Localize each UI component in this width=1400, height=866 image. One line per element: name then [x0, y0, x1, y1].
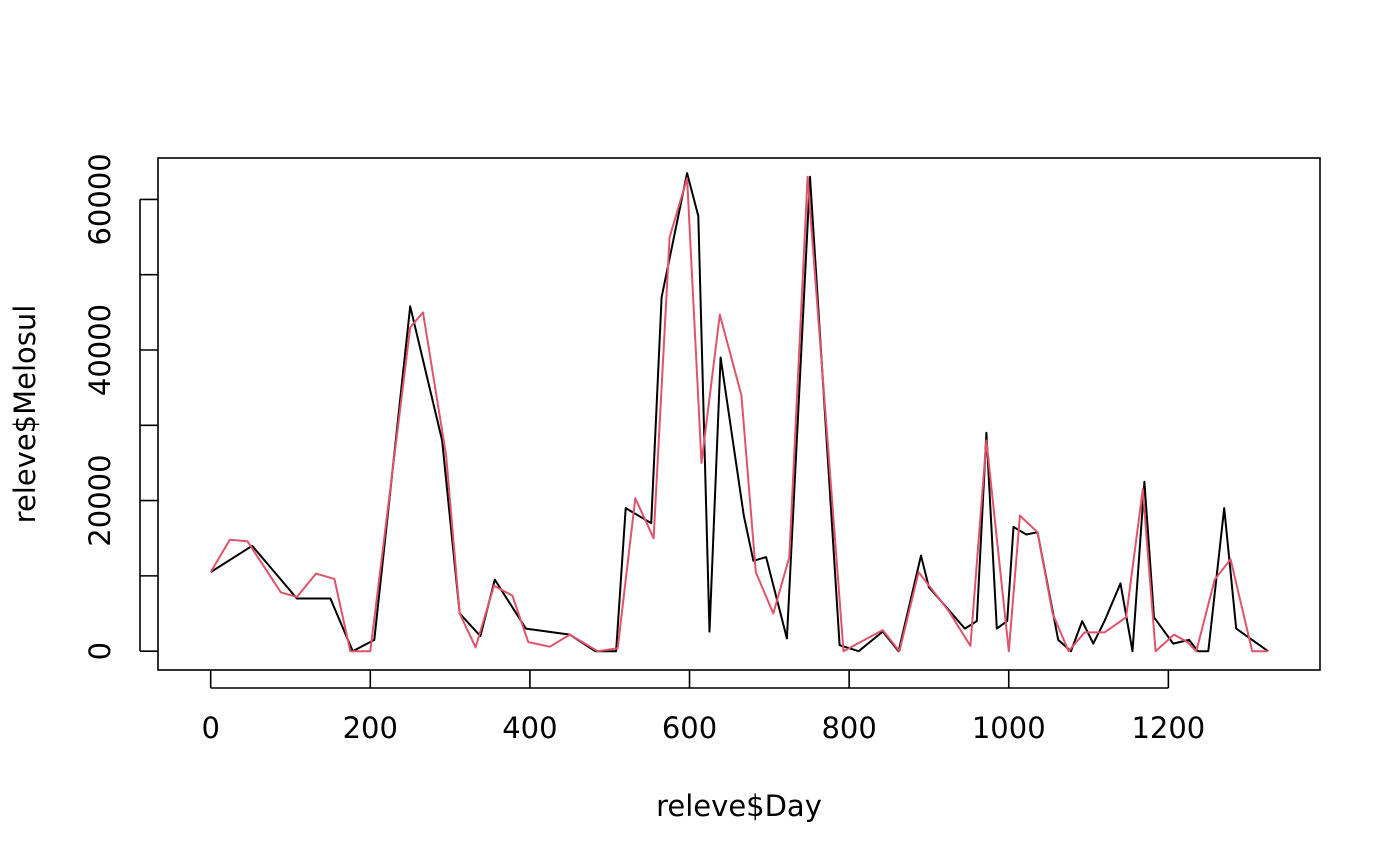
y-tick-label: 0 — [83, 642, 117, 660]
series-line-1 — [210, 172, 1269, 653]
series-line-2 — [209, 175, 1269, 653]
y-axis: 0 20000 40000 60000 — [83, 153, 158, 660]
x-axis: 0 200 400 600 800 1000 1200 — [201, 670, 1205, 745]
y-axis-title: releve$Melosul — [8, 305, 42, 524]
x-tick-label: 1200 — [1131, 711, 1205, 745]
x-tick-label: 600 — [662, 711, 717, 745]
plot-frame — [157, 157, 1321, 671]
x-tick-label: 400 — [502, 711, 557, 745]
x-tick-label: 0 — [201, 711, 219, 745]
y-tick-label: 40000 — [83, 304, 117, 396]
x-tick-label: 800 — [821, 711, 876, 745]
x-tick-label: 1000 — [972, 711, 1046, 745]
y-tick-label: 20000 — [83, 454, 117, 546]
x-tick-label: 200 — [343, 711, 398, 745]
series-layer — [209, 172, 1269, 653]
y-tick-label: 60000 — [83, 153, 117, 245]
x-axis-title: releve$Day — [656, 789, 822, 823]
